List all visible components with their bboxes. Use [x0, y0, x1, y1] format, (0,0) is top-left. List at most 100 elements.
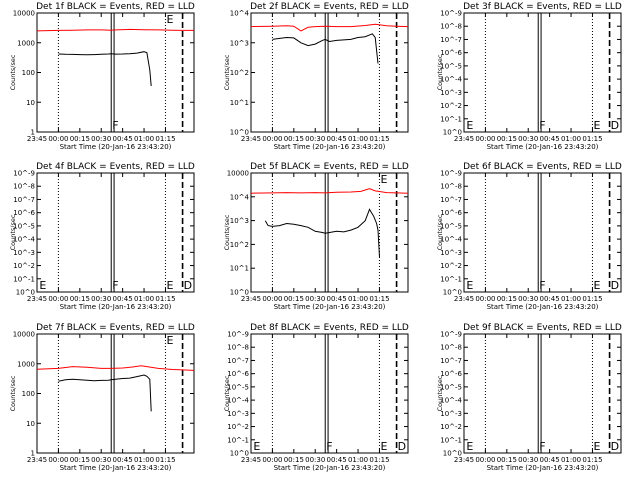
- y-tick-label: 10^-2: [440, 262, 462, 270]
- series-line-events: [272, 33, 379, 64]
- annotation-marker: E: [466, 440, 473, 453]
- x-tick-label: 00:30: [305, 295, 325, 303]
- x-tick-label: 00:00: [262, 456, 282, 464]
- y-tick-label: 10^0: [16, 289, 35, 297]
- y-tick-label: 10^-9: [440, 331, 462, 339]
- x-tick-label: 01:15: [369, 456, 389, 464]
- y-axis-label: Counts/sec: [436, 54, 444, 90]
- y-tick-label: 10^0: [443, 129, 462, 137]
- y-tick-label: 10^-1: [227, 436, 249, 444]
- annotation-marker: E: [380, 440, 387, 453]
- x-tick-label: 01:15: [155, 295, 175, 303]
- x-tick-label: 01:00: [134, 456, 154, 464]
- x-tick-label: 01:15: [369, 295, 389, 303]
- y-tick-label: 10000: [227, 170, 249, 178]
- x-tick-label: 01:15: [155, 456, 175, 464]
- x-tick-label: 00:45: [113, 135, 133, 143]
- x-tick-label: 00:30: [518, 135, 538, 143]
- x-tick-label: 01:00: [348, 295, 368, 303]
- x-tick-label: 00:30: [305, 456, 325, 464]
- chart-panel-2: Det 2f BLACK = Events, RED = LLD 10^0 10^1…: [223, 2, 409, 151]
- x-tick-label: 00:45: [540, 135, 560, 143]
- y-tick-label: 10^-5: [440, 62, 462, 70]
- y-tick-label: 1000: [17, 360, 35, 368]
- plot-frame: [250, 333, 409, 454]
- x-tick-label: 23:45: [454, 295, 474, 303]
- y-tick-label: 10^-6: [227, 370, 249, 378]
- y-tick-label: 10^-4: [13, 236, 35, 244]
- y-tick-label: 10^-6: [440, 370, 462, 378]
- chart-title: Det 7f BLACK = Events, RED = LLD: [36, 323, 195, 333]
- annotation-marker: F: [112, 279, 118, 292]
- annotation-marker: E: [166, 334, 173, 347]
- annotation-marker: D: [611, 279, 619, 292]
- chart-panel-9: Det 9f BLACK = Events, RED = LLD 10^0 10^-…: [436, 323, 622, 472]
- series-line-events: [264, 208, 380, 258]
- y-tick-label: 1: [31, 129, 35, 137]
- x-tick-label: 00:30: [305, 135, 325, 143]
- y-tick-label: 10^1: [230, 265, 249, 273]
- chart-title: Det 9f BLACK = Events, RED = LLD: [463, 323, 622, 333]
- x-tick-label: 00:45: [113, 456, 133, 464]
- y-tick-label: 10^-8: [440, 23, 462, 31]
- x-tick-label: 23:45: [241, 295, 261, 303]
- x-tick-label: 00:00: [475, 456, 495, 464]
- y-tick-label: 10^-3: [227, 410, 249, 418]
- y-tick-label: 10^-2: [440, 102, 462, 110]
- plot-frame: [36, 333, 195, 454]
- plot-frame: [250, 172, 409, 293]
- chart-title: Det 3f BLACK = Events, RED = LLD: [463, 2, 622, 12]
- series-line-lld: [250, 23, 409, 32]
- y-tick-label: 10^-3: [440, 410, 462, 418]
- x-tick-label: 00:15: [497, 456, 517, 464]
- y-tick-label: 10^-2: [13, 262, 35, 270]
- x-axis-label: Start Time (20-Jan-16 23:43:20): [274, 464, 386, 472]
- x-tick-label: 01:00: [348, 135, 368, 143]
- y-tick-label: 10^1: [230, 99, 249, 107]
- y-tick-label: 10^-9: [227, 331, 249, 339]
- x-tick-label: 01:00: [134, 295, 154, 303]
- y-tick-label: 10^-8: [13, 183, 35, 191]
- x-tick-label: 23:45: [27, 135, 47, 143]
- x-tick-label: 00:45: [540, 456, 560, 464]
- annotation-marker: E: [593, 440, 600, 453]
- y-tick-label: 10^-8: [440, 183, 462, 191]
- y-tick-label: 10^-8: [440, 344, 462, 352]
- y-tick-label: 10^0: [230, 289, 249, 297]
- y-tick-label: 10000: [13, 331, 35, 339]
- x-tick-label: 00:45: [540, 295, 560, 303]
- y-axis-label: Counts/sec: [436, 375, 444, 411]
- x-tick-label: 00:45: [327, 456, 347, 464]
- x-tick-label: 00:30: [91, 135, 111, 143]
- y-tick-label: 100: [22, 390, 35, 398]
- x-tick-label: 00:00: [475, 295, 495, 303]
- y-axis-label: Counts/sec: [9, 54, 17, 90]
- y-tick-label: 10^-7: [227, 357, 249, 365]
- chart-panel-8: Det 8f BLACK = Events, RED = LLD 10^0 10^-…: [223, 323, 409, 472]
- x-axis-label: Start Time (20-Jan-16 23:43:20): [487, 303, 599, 311]
- y-tick-label: 10^-1: [440, 115, 462, 123]
- x-tick-label: 00:15: [497, 135, 517, 143]
- plot-frame: [463, 172, 622, 293]
- y-tick-label: 10^-1: [13, 275, 35, 283]
- y-tick-label: 10^-1: [440, 275, 462, 283]
- x-tick-label: 23:45: [27, 295, 47, 303]
- y-tick-label: 1000: [17, 39, 35, 47]
- y-tick-label: 10^0: [230, 129, 249, 137]
- y-tick-label: 10^-4: [227, 397, 249, 405]
- chart-title: Det 4f BLACK = Events, RED = LLD: [36, 162, 195, 172]
- x-axis-label: Start Time (20-Jan-16 23:43:20): [274, 303, 386, 311]
- x-tick-label: 01:15: [582, 456, 602, 464]
- x-tick-label: 01:15: [369, 135, 389, 143]
- annotation-marker: F: [539, 440, 545, 453]
- x-tick-label: 00:30: [518, 456, 538, 464]
- y-tick-label: 10^-7: [440, 196, 462, 204]
- y-tick-label: 10^-4: [440, 236, 462, 244]
- y-axis-label: Counts/sec: [9, 214, 17, 250]
- y-tick-label: 10^-8: [227, 344, 249, 352]
- x-tick-label: 23:45: [454, 456, 474, 464]
- x-axis-label: Start Time (20-Jan-16 23:43:20): [487, 143, 599, 151]
- x-tick-label: 00:00: [48, 135, 68, 143]
- chart-title: Det 5f BLACK = Events, RED = LLD: [250, 162, 409, 172]
